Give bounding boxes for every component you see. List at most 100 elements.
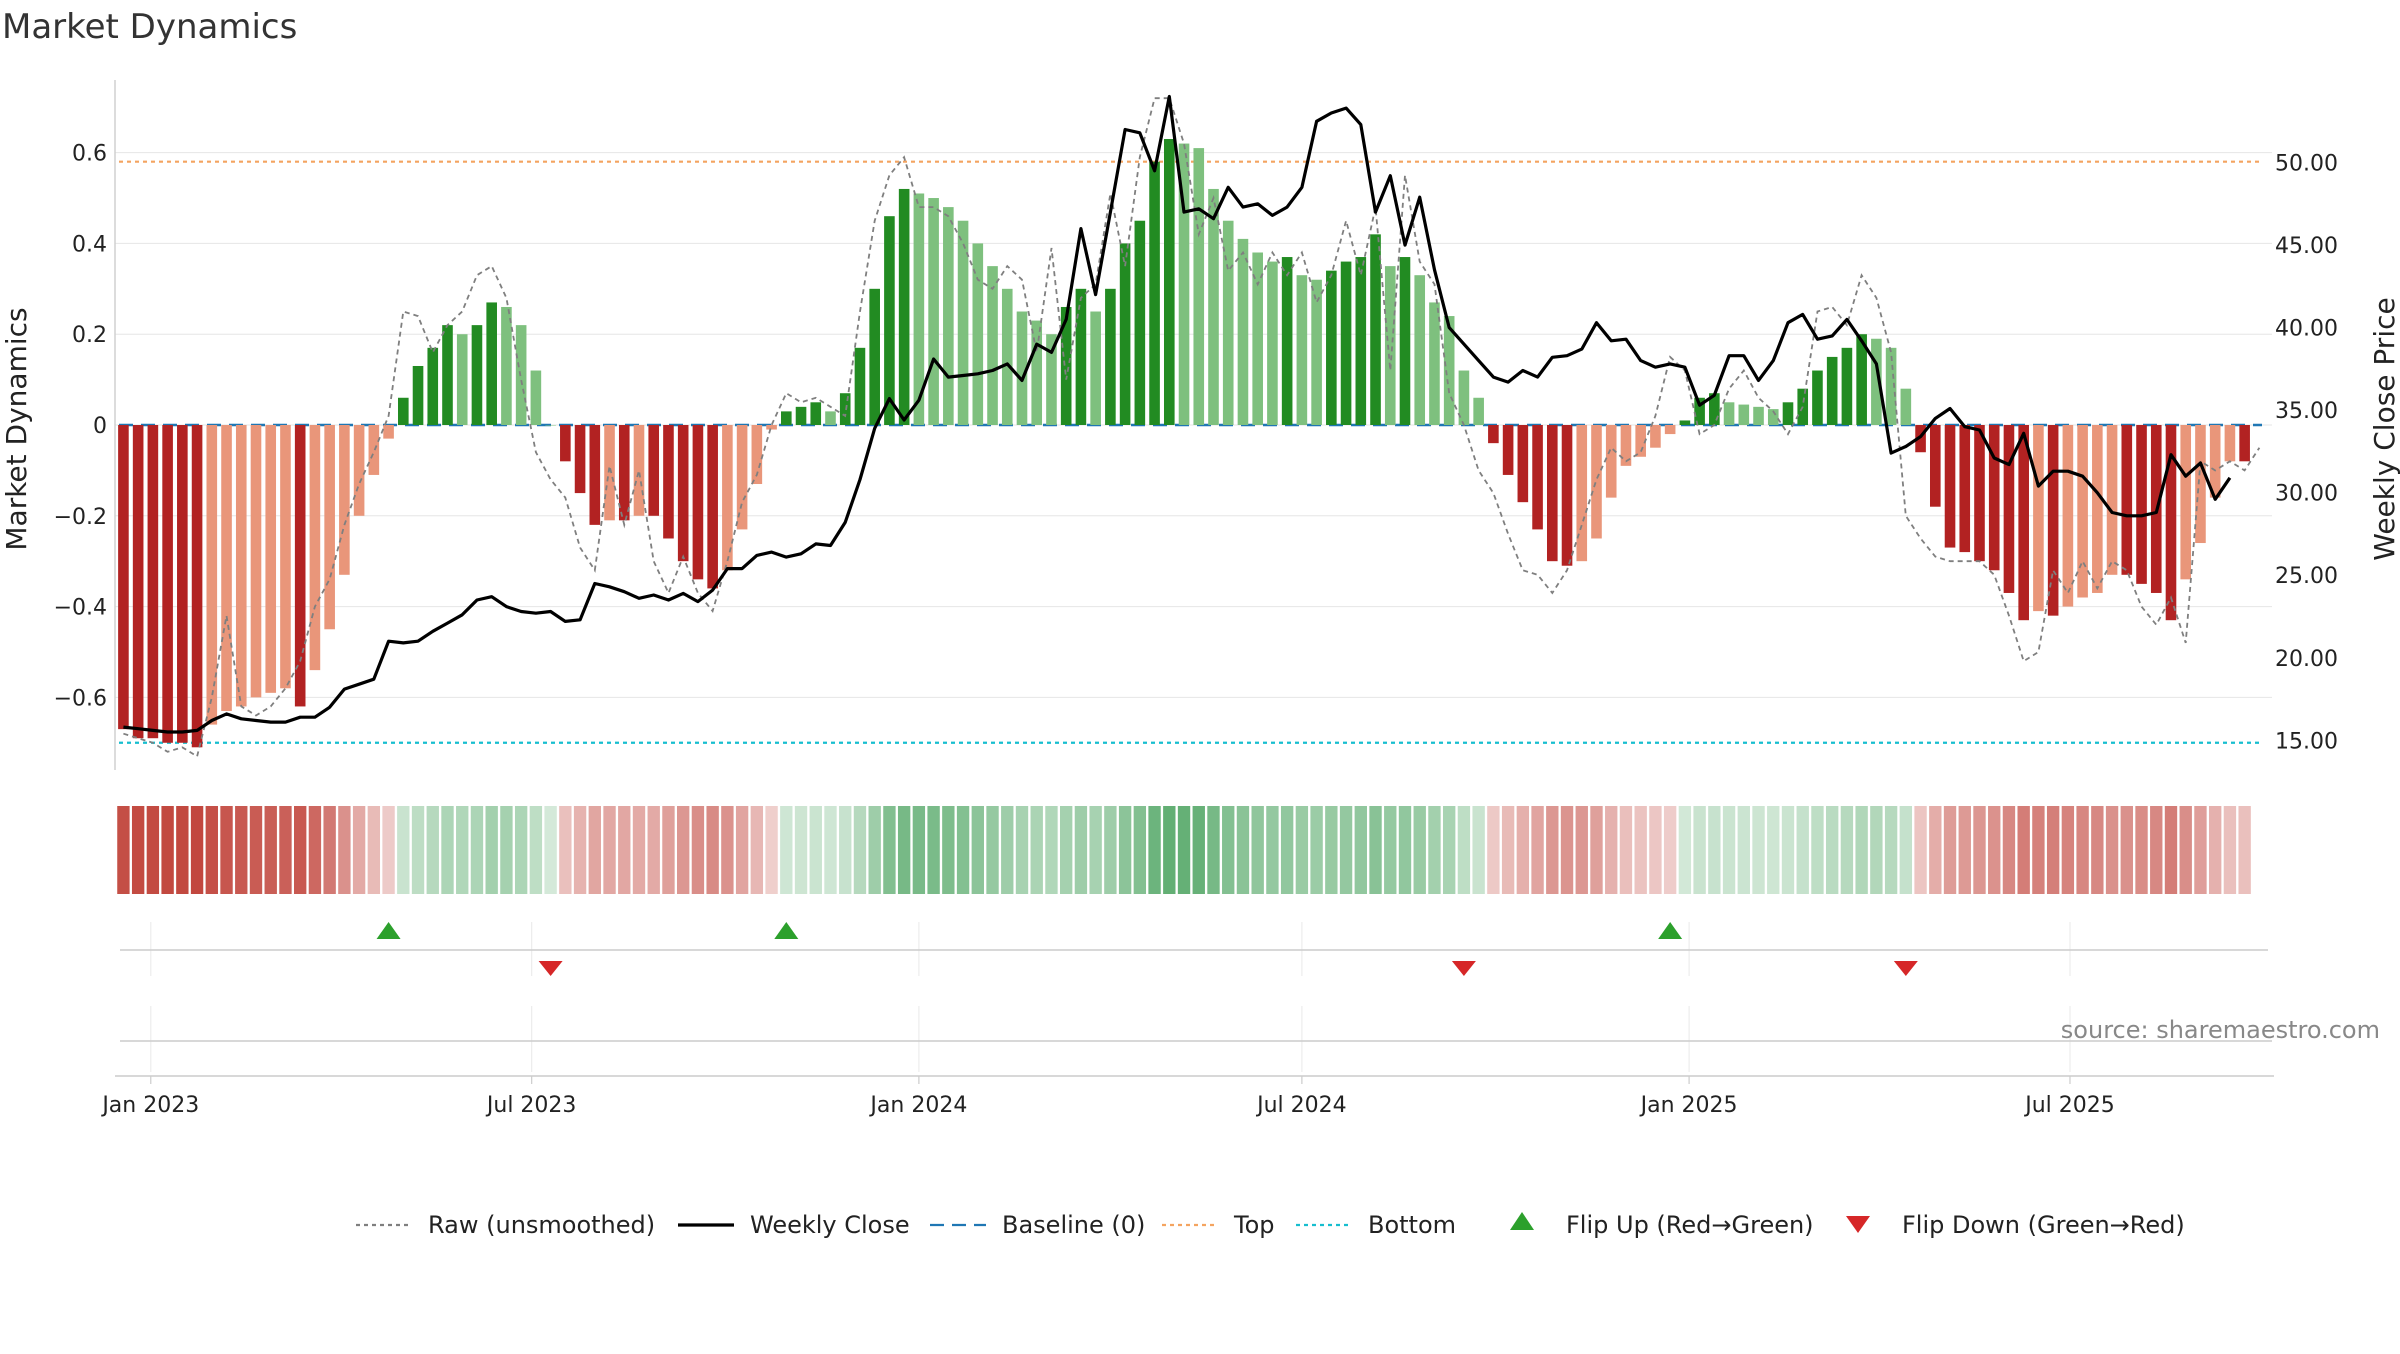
market-dynamics-bar	[1252, 252, 1263, 425]
market-dynamics-bar	[618, 425, 630, 521]
market-dynamics-bar	[1635, 425, 1646, 457]
market-dynamics-bar	[1001, 288, 1013, 425]
regime-strip-cell	[279, 806, 292, 894]
market-dynamics-bar	[177, 425, 188, 743]
market-dynamics-bar	[1399, 257, 1411, 425]
legend-item: Bottom	[1296, 1211, 1456, 1239]
market-dynamics-bar	[1296, 275, 1308, 425]
regime-strip-cell	[485, 806, 498, 894]
market-dynamics-bar	[1679, 420, 1691, 425]
regime-strip-cell	[942, 806, 955, 894]
market-dynamics-bar	[1060, 306, 1072, 425]
market-dynamics-bar	[1738, 404, 1750, 425]
market-dynamics-bar	[1561, 425, 1573, 566]
regime-strip-cell	[352, 806, 366, 894]
regime-strip-cell	[1796, 806, 1809, 894]
regime-strip-cell	[1663, 806, 1677, 894]
regime-strip-cell	[1516, 806, 1530, 894]
legend-label: Baseline (0)	[1002, 1211, 1145, 1239]
market-dynamics-bar	[560, 425, 571, 462]
regime-strip-cell	[1590, 806, 1603, 894]
regime-strip-cell	[205, 806, 218, 894]
market-dynamics-bar	[1340, 261, 1352, 425]
regime-strip-cell	[2046, 806, 2060, 894]
market-dynamics-bar	[1311, 279, 1322, 425]
market-dynamics-bar	[1841, 347, 1853, 425]
regime-strip-cell	[883, 806, 896, 894]
market-dynamics-bar	[2033, 425, 2044, 612]
market-dynamics-bar	[1753, 406, 1764, 425]
market-dynamics-bar	[2209, 425, 2221, 498]
market-dynamics-bar	[1929, 425, 1941, 507]
regime-strip-cell	[1634, 806, 1647, 894]
market-dynamics-bar	[1915, 425, 1926, 453]
market-dynamics-bar	[795, 406, 807, 425]
market-dynamics-bar	[2180, 425, 2192, 580]
chart-title: Market Dynamics	[2, 7, 297, 47]
regime-strip-cell	[971, 806, 984, 894]
market-dynamics-bar	[1134, 220, 1146, 425]
regime-strip-cell	[1899, 806, 1913, 894]
regime-strip-cell	[1413, 806, 1426, 894]
regime-strip-cell	[1958, 806, 1971, 894]
regime-strip-cell	[1472, 806, 1485, 894]
market-dynamics-bar	[1488, 425, 1499, 444]
regime-strip-cell	[308, 806, 322, 894]
regime-strip-cell	[2076, 806, 2089, 894]
regime-strip-cell	[706, 806, 719, 894]
regime-strip-cell	[1354, 806, 1367, 894]
regime-strip-cell	[956, 806, 970, 894]
flip-down-marker	[538, 961, 563, 976]
market-dynamics-bar	[1222, 220, 1234, 425]
legend-item: Weekly Close	[678, 1211, 910, 1239]
regime-strip-cell	[1929, 806, 1942, 894]
regime-strip-cell	[411, 806, 425, 894]
legend-item: Flip Up (Red→Green)	[1510, 1211, 1814, 1239]
market-dynamics-bar	[943, 207, 954, 425]
regime-strip-cell	[1089, 806, 1102, 894]
regime-strip-cell	[1487, 806, 1500, 894]
legend-label: Flip Up (Red→Green)	[1566, 1211, 1814, 1239]
regime-strip-cell	[1339, 806, 1353, 894]
regime-strip-cell	[1943, 806, 1957, 894]
regime-strip-cell	[559, 806, 572, 894]
market-dynamics-bar	[589, 425, 601, 525]
market-dynamics-bar	[2062, 425, 2074, 607]
regime-strip-cell	[1280, 806, 1294, 894]
weekly-close-line	[123, 94, 2232, 734]
regime-strip-cell	[588, 806, 601, 894]
y-tick-label: 0.2	[72, 323, 107, 348]
y2-tick-label: 25.00	[2275, 564, 2338, 589]
regime-strip-cell	[1177, 806, 1191, 894]
regime-strip-cell	[1295, 806, 1309, 894]
regime-strip-cell	[1678, 806, 1692, 894]
market-dynamics-bar	[1576, 425, 1588, 562]
regime-strip-cell	[1001, 806, 1014, 894]
market-dynamics-bar	[766, 425, 777, 430]
regime-strip-cell	[529, 806, 543, 894]
market-dynamics-bar	[162, 425, 173, 743]
market-dynamics-bar	[1591, 425, 1602, 539]
market-dynamics-bar	[884, 216, 895, 425]
regime-strip-cell	[1884, 806, 1898, 894]
regime-strip-cell	[647, 806, 660, 894]
market-dynamics-bar	[1355, 257, 1367, 425]
market-dynamics-bar	[1149, 161, 1160, 426]
regime-strip-cell	[912, 806, 926, 894]
regime-strip-cell	[1074, 806, 1088, 894]
regime-strip-cell	[1384, 806, 1397, 894]
flip-markers	[120, 922, 2272, 1072]
regime-strip-cell	[1148, 806, 1161, 894]
regime-strip-cell	[470, 806, 484, 894]
regime-strip-cell	[1059, 806, 1073, 894]
raw-series	[123, 97, 2261, 758]
market-dynamics-bar	[1871, 338, 1882, 425]
regime-strip-cell	[367, 806, 381, 894]
market-dynamics-bar	[1326, 270, 1337, 425]
regime-strip-cell	[603, 806, 616, 894]
x-tick-label: Jan 2025	[1639, 1093, 1738, 1118]
regime-strip-cell	[1236, 806, 1250, 894]
regime-strip-cell	[986, 806, 999, 894]
market-dynamics-bar	[1546, 425, 1558, 562]
market-dynamics-bar	[1517, 425, 1529, 503]
